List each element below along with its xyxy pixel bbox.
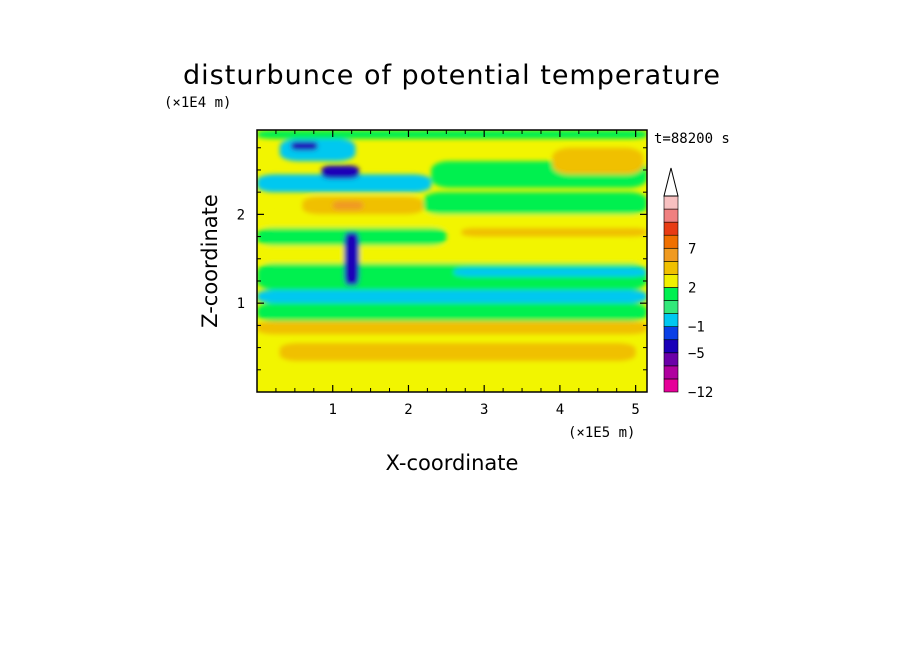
contour-region: [257, 130, 647, 139]
colorbar-label: 2: [688, 280, 696, 296]
x-tick-label: 4: [556, 402, 564, 418]
contour-region: [257, 245, 647, 264]
colorbar: −12−5−127: [663, 167, 713, 401]
y-tick-label: 1: [237, 296, 245, 312]
plot-frame: [256, 129, 648, 393]
colorbar-segment: [663, 234, 679, 249]
chart-title: disturbunce of potential temperature: [183, 60, 721, 91]
y-tick-label: 2: [237, 207, 245, 223]
colorbar-segment: [663, 313, 679, 327]
contour-region: [257, 174, 432, 193]
x-axis-title: X-coordinate: [386, 451, 519, 475]
colorbar-segment: [663, 339, 679, 354]
colorbar-label: −5: [688, 346, 705, 362]
colorbar-segment: [663, 274, 679, 288]
plot-area: 1 2 3 4 5 1 2: [237, 129, 648, 418]
colorbar-segment: [663, 208, 679, 223]
colorbar-segment: [663, 326, 679, 341]
colorbar-segment: [663, 261, 679, 275]
contour-region: [257, 320, 647, 335]
colorbar-label: −12: [688, 385, 713, 401]
colorbar-segment: [663, 300, 679, 314]
contour-region: [257, 289, 647, 304]
x-tick-label: 5: [631, 402, 639, 418]
contour-region: [279, 343, 636, 361]
colorbar-segment: [663, 287, 679, 301]
colorbar-segment: [663, 195, 679, 210]
x-axis-unit: (×1E5 m): [568, 425, 635, 441]
contour-region: [461, 227, 647, 237]
colorbar-segment: [663, 221, 679, 236]
x-tick-label: 3: [480, 402, 488, 418]
x-tick-label: 1: [329, 402, 337, 418]
time-label: t=88200 s: [654, 131, 730, 147]
contour-region: [257, 214, 647, 228]
contour-region: [423, 192, 647, 215]
contour-region: [332, 201, 364, 210]
contour-region: [321, 165, 360, 179]
x-tick-label: 2: [404, 402, 412, 418]
contour-region: [552, 147, 644, 175]
contour-region: [257, 303, 647, 321]
contour-region: [291, 141, 318, 151]
y-axis-unit: (×1E4 m): [164, 95, 231, 111]
colorbar-segment: [663, 247, 679, 262]
colorbar-segment: [663, 352, 679, 367]
y-axis-title: Z-coordinate: [198, 194, 222, 328]
colorbar-extension: [663, 167, 679, 197]
contour-region: [453, 267, 647, 277]
colorbar-segment: [663, 378, 679, 393]
contour-region: [279, 138, 356, 162]
contour-region: [344, 232, 360, 286]
colorbar-segment: [663, 365, 679, 380]
colorbar-label: −1: [688, 320, 705, 336]
colorbar-label: 7: [688, 241, 696, 257]
